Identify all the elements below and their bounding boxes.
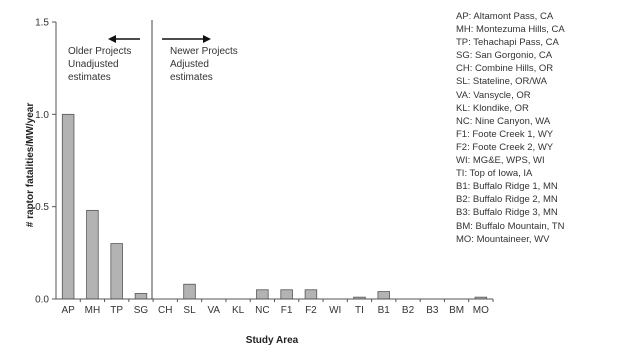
newer-note-line-2: Adjusted: [170, 59, 209, 70]
legend-entry: VA: Vansycle, OR: [456, 89, 531, 101]
legend-entry: BM: Buffalo Mountain, TN: [456, 220, 565, 232]
legend: AP: Altamont Pass, CA MH: Montezuma Hills…: [456, 10, 628, 246]
x-tick-label-bm: BM: [449, 305, 464, 316]
x-tick-label-ti: TI: [355, 305, 364, 316]
legend-entry: B3: Buffalo Ridge 3, MN: [456, 207, 558, 219]
older-note-line-3: estimates: [68, 72, 111, 83]
x-tick-label-f2: F2: [305, 305, 317, 316]
legend-entry: F2: Foote Creek 2, WY: [456, 141, 554, 153]
legend-entry: CH: Combine Hills, OR: [456, 63, 554, 75]
legend-entry: B1: Buffalo Ridge 1, MN: [456, 181, 558, 193]
x-tick-label-b3: B3: [426, 305, 439, 316]
bar-ap: [61, 113, 75, 300]
y-tick-label: 1.5: [35, 18, 49, 29]
legend-entry: B2: Buffalo Ridge 2, MN: [456, 194, 558, 206]
x-tick-label-ap: AP: [61, 305, 75, 316]
y-tick-label: 1.0: [35, 110, 49, 121]
bars: [61, 113, 488, 300]
older-note-line-1: Older Projects: [68, 46, 131, 57]
bar-tp: [110, 243, 123, 300]
x-tick-label-sg: SG: [134, 305, 149, 316]
x-tick-label-mo: MO: [473, 305, 489, 316]
legend-entry: MO: Mountaineer, WV: [456, 233, 550, 245]
y-tick-label: 0.0: [35, 295, 49, 306]
legend-entry: MH: Montezuma Hills, CA: [456, 24, 565, 36]
y-axis-ticks: 0.0 0.5 1.0 1.5: [35, 18, 56, 306]
x-tick-label-b2: B2: [402, 305, 415, 316]
x-tick-label-nc: NC: [255, 305, 269, 316]
y-axis-title: # raptor fatalities/MW/year: [25, 103, 36, 228]
x-tick-label-tp: TP: [110, 305, 123, 316]
x-tick-label-kl: KL: [232, 305, 245, 316]
x-tick-label-wi: WI: [329, 305, 341, 316]
x-tick-label-mh: MH: [85, 305, 101, 316]
bar-mh: [86, 209, 99, 300]
newer-note-line-3: estimates: [170, 72, 213, 83]
y-tick-label: 0.5: [35, 202, 49, 213]
older-note-line-2: Unadjusted: [68, 59, 119, 70]
legend-entry: KL: Klondike, OR: [456, 102, 529, 114]
bar-f2: [304, 289, 318, 300]
bar-sl: [183, 283, 196, 300]
x-tick-label-ch: CH: [158, 305, 172, 316]
x-tick-label-sl: SL: [183, 305, 196, 316]
legend-entry: TI: Top of Iowa, IA: [456, 168, 533, 180]
legend-entry: AP: Altamont Pass, CA: [456, 11, 554, 22]
legend-entry: NC: Nine Canyon, WA: [456, 115, 551, 127]
x-axis-tick-labels: AP MH TP SG CH SL VA KL NC F1 F2 WI TI B1 B2 B3 BM MO: [61, 299, 494, 316]
legend-entry: SG: San Gorgonio, CA: [456, 50, 553, 62]
bar-nc: [256, 289, 269, 300]
legend-entry: SL: Stateline, OR/WA: [456, 76, 547, 88]
bar-sg: [134, 293, 148, 300]
x-tick-label-va: VA: [208, 305, 221, 316]
bar-f1: [280, 289, 293, 300]
legend-entry: TP: Tehachapi Pass, CA: [456, 37, 559, 49]
legend-entry: WI: MG&E, WPS, WI: [456, 155, 545, 167]
x-tick-label-f1: F1: [281, 305, 293, 316]
newer-projects-arrow: [162, 35, 211, 43]
x-tick-label-b1: B1: [378, 305, 391, 316]
older-projects-arrow: [108, 35, 140, 43]
legend-entry: F1: Foote Creek 1, WY: [456, 128, 554, 140]
newer-note-line-1: Newer Projects: [170, 46, 238, 57]
x-axis-title: Study Area: [246, 335, 299, 346]
bar-b1: [377, 291, 390, 300]
